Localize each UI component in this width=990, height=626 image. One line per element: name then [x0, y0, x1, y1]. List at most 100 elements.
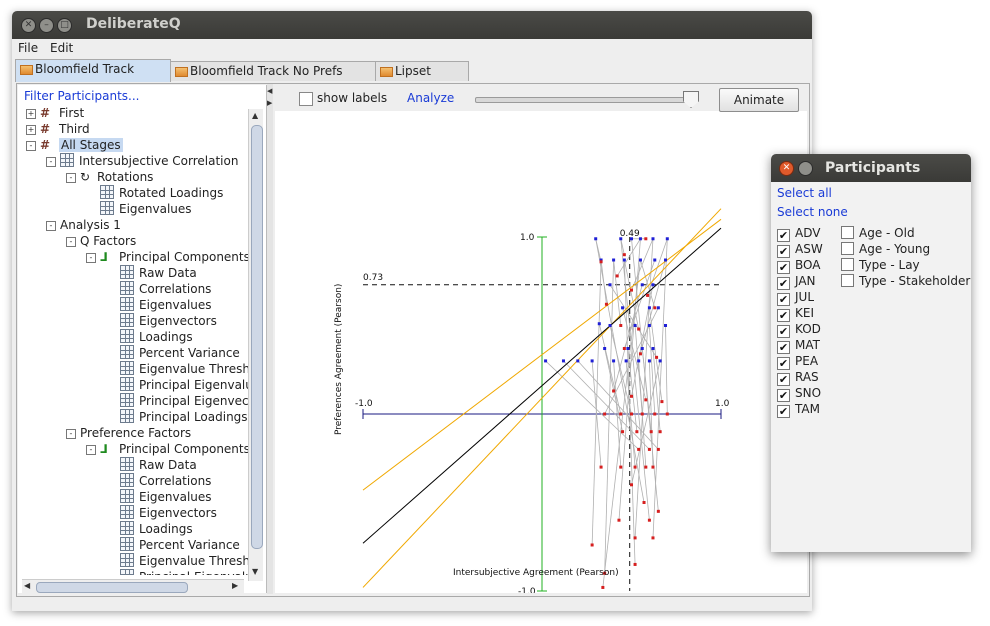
tree-expander-icon[interactable]: - [46, 157, 56, 167]
group-checkbox[interactable]: Type - Stakeholder [841, 273, 970, 289]
tree-node[interactable]: ⅃ Principal Components [100, 441, 248, 457]
tree-expander-icon[interactable]: - [66, 173, 76, 183]
tree-node[interactable]: Loadings [120, 329, 193, 345]
collapse-left-arrow-icon[interactable]: ◀ [267, 87, 273, 95]
checkbox-icon[interactable]: ✔ [777, 357, 790, 370]
checkbox-icon[interactable]: ✔ [777, 261, 790, 274]
tree-node[interactable]: Percent Variance [120, 345, 240, 361]
tree-node[interactable]: Principal Eigenvalu [120, 377, 248, 393]
checkbox-icon[interactable]: ✔ [777, 405, 790, 418]
tree-node[interactable]: Eigenvalues [100, 201, 192, 217]
tree-node[interactable]: Intersubjective Correlation [60, 153, 238, 169]
slider-thumb[interactable] [683, 91, 699, 108]
maximize-window-button[interactable]: □ [57, 18, 72, 33]
participant-checkbox-ras[interactable]: ✔ RAS [777, 369, 819, 386]
tree-node[interactable]: Principal Eigenvec [120, 393, 248, 409]
checkbox-icon[interactable]: ✔ [777, 373, 790, 386]
menu-file[interactable]: File [18, 41, 39, 55]
tree-node[interactable]: Percent Variance [120, 537, 240, 553]
expand-right-arrow-icon[interactable]: ▶ [267, 99, 273, 107]
tree-node[interactable]: Eigenvalue Thresh [120, 553, 248, 569]
checkbox-icon[interactable]: ✔ [777, 277, 790, 290]
animate-button[interactable]: Animate [719, 88, 799, 112]
participant-checkbox-adv[interactable]: ✔ ADV [777, 225, 820, 242]
tree-expander-icon[interactable]: - [46, 221, 56, 231]
tree-node[interactable]: Q Factors [80, 233, 136, 249]
tree-expander-icon[interactable]: - [86, 253, 96, 263]
participant-checkbox-mat[interactable]: ✔ MAT [777, 337, 820, 354]
checkbox-icon[interactable]: ✔ [777, 293, 790, 306]
group-checkbox[interactable]: Type - Lay [841, 257, 920, 273]
minimize-window-button[interactable]: – [39, 18, 54, 33]
maximize-icon[interactable] [798, 161, 813, 176]
tab-bloomfield-track-no-prefs[interactable]: Bloomfield Track No Prefs [170, 61, 376, 81]
close-icon[interactable]: ✕ [779, 161, 794, 176]
tree-node[interactable]: # Third [40, 121, 90, 137]
checkbox-icon[interactable] [841, 242, 854, 255]
participant-checkbox-boa[interactable]: ✔ BOA [777, 257, 820, 274]
tree-expander-icon[interactable]: - [86, 445, 96, 455]
tree-node[interactable]: Eigenvalues [120, 297, 212, 313]
tree-node[interactable]: Eigenvectors [120, 313, 217, 329]
tree-node[interactable]: Principal Loadings [120, 409, 248, 425]
group-checkbox[interactable]: Age - Old [841, 225, 915, 241]
tree-expander-icon[interactable]: - [26, 141, 36, 151]
tree-node[interactable]: # All Stages [40, 137, 123, 153]
select-all-link[interactable]: Select all [777, 186, 832, 200]
checkbox-icon[interactable]: ✔ [777, 325, 790, 338]
tree-expander-icon[interactable]: + [26, 109, 36, 119]
checkbox-icon[interactable]: ✔ [777, 341, 790, 354]
tree-node[interactable]: Correlations [120, 473, 211, 489]
scroll-up-arrow-icon[interactable]: ▲ [252, 111, 259, 120]
tree-expander-icon[interactable]: + [26, 125, 36, 135]
checkbox-icon[interactable] [841, 226, 854, 239]
participant-checkbox-asw[interactable]: ✔ ASW [777, 241, 823, 258]
split-pane-divider[interactable]: ◀ ▶ [267, 84, 273, 594]
scroll-thumb[interactable] [36, 582, 188, 593]
checkbox-icon[interactable]: ✔ [777, 245, 790, 258]
checkbox-icon[interactable] [841, 258, 854, 271]
show-labels-checkbox[interactable] [299, 92, 313, 106]
tree-node[interactable]: ⅃ Principal Components [100, 249, 248, 265]
tree-node[interactable]: # First [40, 105, 84, 121]
tree-node[interactable]: Eigenvectors [120, 505, 217, 521]
tree-node[interactable]: ↻ Rotations [80, 169, 153, 185]
participant-checkbox-kei[interactable]: ✔ KEI [777, 305, 814, 322]
tree-node[interactable]: Loadings [120, 521, 193, 537]
analyze-link[interactable]: Analyze [407, 91, 455, 105]
select-none-link[interactable]: Select none [777, 205, 848, 219]
checkbox-icon[interactable]: ✔ [777, 229, 790, 242]
participant-checkbox-pea[interactable]: ✔ PEA [777, 353, 818, 370]
tree-vertical-scrollbar[interactable]: ▲ ▼ [248, 109, 263, 581]
participant-checkbox-sno[interactable]: ✔ SNO [777, 385, 821, 402]
tree-node[interactable]: Rotated Loadings [100, 185, 223, 201]
tree-node[interactable]: Correlations [120, 281, 211, 297]
participant-checkbox-kod[interactable]: ✔ KOD [777, 321, 821, 338]
tab-bloomfield-track[interactable]: Bloomfield Track [15, 59, 171, 82]
participant-checkbox-tam[interactable]: ✔ TAM [777, 401, 820, 418]
close-window-button[interactable]: ✕ [21, 18, 36, 33]
participant-checkbox-jan[interactable]: ✔ JAN [777, 273, 816, 290]
tree-node[interactable]: Raw Data [120, 457, 197, 473]
tab-lipset[interactable]: Lipset [375, 61, 469, 81]
checkbox-icon[interactable] [841, 274, 854, 287]
tree-node[interactable]: Raw Data [120, 265, 197, 281]
tree-horizontal-scrollbar[interactable]: ◀ ▶ [22, 579, 244, 593]
participant-checkbox-jul[interactable]: ✔ JUL [777, 289, 814, 306]
tree-node[interactable]: Eigenvalue Thresh [120, 361, 248, 377]
scroll-left-arrow-icon[interactable]: ◀ [24, 581, 31, 590]
checkbox-icon[interactable]: ✔ [777, 389, 790, 402]
group-checkbox[interactable]: Age - Young [841, 241, 930, 257]
animation-slider[interactable] [475, 97, 695, 103]
checkbox-icon[interactable]: ✔ [777, 309, 790, 322]
tree-expander-icon[interactable]: - [66, 237, 76, 247]
tree-expander-icon[interactable]: - [66, 429, 76, 439]
tree-node[interactable]: Analysis 1 [60, 217, 121, 233]
menu-edit[interactable]: Edit [50, 41, 74, 55]
tree-node[interactable]: Principal Eigenvalu [120, 569, 248, 575]
scroll-thumb[interactable] [251, 125, 263, 549]
scroll-right-arrow-icon[interactable]: ▶ [232, 581, 239, 590]
filter-participants-link[interactable]: Filter Participants... [24, 89, 140, 103]
tree-node[interactable]: Preference Factors [80, 425, 191, 441]
tree-node[interactable]: Eigenvalues [120, 489, 212, 505]
